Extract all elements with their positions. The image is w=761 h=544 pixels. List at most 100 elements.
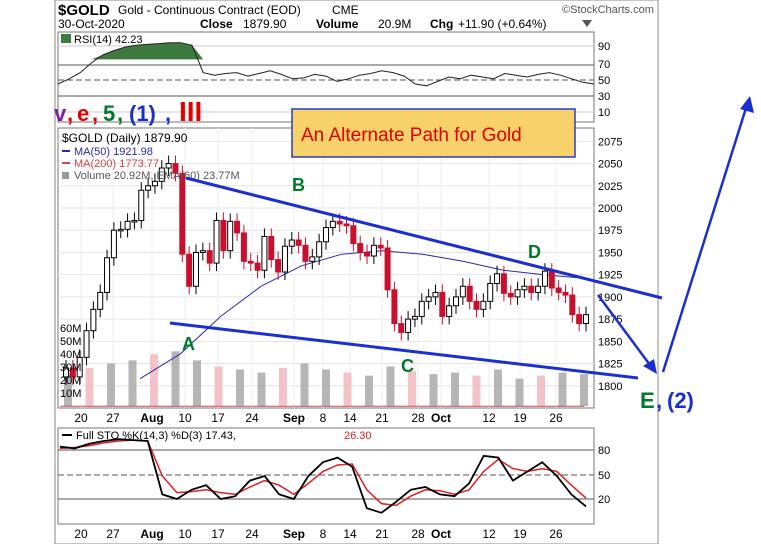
candle [329, 220, 336, 229]
candle [446, 305, 453, 317]
header-volume: 20.9M [378, 17, 411, 31]
price-tick-label: 1800 [598, 381, 622, 393]
rsi-legend-swatch [61, 34, 71, 43]
wave-label-5: 5 [103, 101, 115, 126]
x-tick-label: 28 [411, 411, 425, 425]
volume-bar [128, 360, 137, 406]
rsi-tick-90: 90 [598, 41, 610, 53]
x-tick-label: Aug [140, 411, 163, 425]
x-tick-label: Oct [431, 527, 451, 541]
wave-label-e: e [77, 101, 89, 126]
x-tick-label: 12 [482, 411, 496, 425]
x-tick-label: 8 [320, 411, 327, 425]
wave-point-A: A [182, 334, 195, 354]
x-tick-label: 10 [178, 411, 192, 425]
volume-ticks: 60M 50M 40M 30M 20M 10M [60, 323, 81, 400]
header-volume-label: Volume [316, 17, 359, 31]
price-tick-label: 1925 [598, 270, 622, 282]
volume-bar [451, 372, 459, 406]
price-tick-label: 2075 [598, 136, 622, 148]
x-tick-label: 26 [549, 527, 563, 541]
candle [569, 294, 576, 316]
x-tick-label: 26 [549, 411, 563, 425]
candle [309, 256, 316, 262]
wave-label-III: III [179, 96, 202, 127]
candle [487, 283, 494, 302]
candle [213, 219, 220, 264]
title-box-text: An Alternate Path for Gold [301, 125, 522, 146]
wave-label-1: (1) [129, 101, 156, 126]
volume-bar [322, 369, 330, 406]
volume-bar [515, 378, 524, 406]
sto-panel: Full STO %K(14,3) %D(3) 17.43, 26.30 80 … [57, 427, 610, 541]
x-tick-label: Sep [283, 527, 305, 541]
candle [288, 239, 295, 247]
candle [90, 308, 97, 332]
header-chg-label: Chg [430, 17, 453, 31]
rsi-label: RSI(14) 42.23 [74, 34, 142, 46]
candle [391, 289, 398, 325]
x-tick-label: 10 [178, 527, 192, 541]
wave-point-B: B [292, 175, 305, 195]
candle [117, 228, 124, 232]
candle [466, 285, 473, 302]
candle [521, 285, 528, 291]
candle [172, 163, 179, 174]
candle [97, 291, 104, 310]
candle [104, 257, 111, 293]
volume-bar [257, 372, 266, 406]
candle [240, 232, 247, 262]
candle [398, 323, 405, 333]
candle [453, 296, 459, 307]
candle [76, 356, 83, 378]
volume-bar [171, 351, 180, 406]
candle [507, 292, 514, 298]
vol-tick-10m: 10M [60, 388, 81, 400]
wave-comma-4: , [165, 101, 171, 126]
rsi-tick-30: 30 [598, 91, 610, 103]
volume-bars [64, 351, 588, 406]
ma50-legend: MA(50) 1921.98 [74, 146, 153, 158]
vol-tick-30m: 30M [60, 362, 81, 374]
dropdown-triangle-icon[interactable] [582, 20, 592, 27]
header-symbol: $GOLD [58, 2, 110, 19]
candle [350, 225, 357, 245]
x-tick-label: 28 [411, 527, 425, 541]
candle [281, 245, 288, 273]
volume-bar [472, 375, 481, 406]
price-tick-label: 1875 [598, 314, 622, 326]
x-tick-label: 27 [106, 527, 120, 541]
price-panel: 1800 1825 1850 1875 1900 1925 1950 1975 2000 2025… [57, 127, 622, 425]
price-tick-label: 1850 [598, 336, 622, 348]
volume-bar [537, 375, 545, 406]
candle [193, 251, 199, 287]
wave-comma-1: , [67, 101, 73, 126]
volume-bar [300, 363, 309, 406]
upper-trendline [185, 176, 663, 300]
sto-frame [57, 427, 595, 525]
candle [432, 291, 439, 298]
x-tick-label: 14 [343, 411, 357, 425]
price-tick-label: 1825 [598, 359, 622, 371]
candle [302, 244, 309, 262]
header-chg: +11.90 (+0.64%) [458, 17, 547, 31]
candle [247, 260, 254, 264]
candle [158, 167, 165, 182]
x-tick-label: Aug [140, 527, 163, 541]
candle [480, 300, 487, 310]
candle [343, 223, 350, 227]
header-date: 30-Oct-2020 [58, 17, 125, 31]
candle [336, 220, 343, 225]
rsi-panel: RSI(14) 42.23 90 70 50 30 10 [57, 31, 610, 123]
candle [179, 172, 186, 255]
header-close: 1879.90 [243, 17, 287, 31]
price-tick-label: 1950 [598, 247, 622, 259]
volume-bar [150, 354, 158, 406]
arrow-to-2 [661, 107, 748, 373]
x-tick-label: 12 [482, 527, 496, 541]
candle [110, 229, 117, 259]
sto-label-d: 26.30 [344, 430, 372, 442]
x-tick-label: 27 [106, 411, 120, 425]
header-name: Gold - Continuous Contract (EOD) [118, 3, 301, 17]
x-tick-label: Oct [431, 411, 451, 425]
